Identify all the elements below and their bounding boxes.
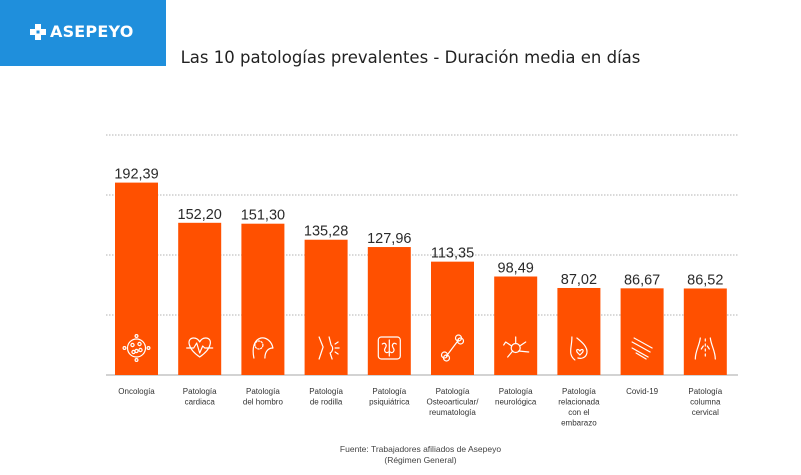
source-line-2: (Régimen General) — [384, 455, 457, 465]
category-label: Patología cardiaca — [183, 387, 217, 407]
data-label: 87,02 — [561, 272, 597, 288]
bar — [683, 288, 727, 375]
data-label: 86,52 — [687, 272, 723, 288]
brand-logo: ASEPEYO — [0, 0, 166, 66]
bar — [431, 261, 474, 375]
data-label: 86,67 — [624, 272, 660, 288]
bar — [304, 239, 348, 375]
category-label: Patología neurológica — [495, 387, 537, 407]
shoulder-icon — [252, 337, 274, 359]
brand-name: ASEPEYO — [50, 22, 134, 41]
data-label: 98,49 — [498, 261, 534, 277]
source-line-1: Fuente: Trabajadores afiliados de Asepey… — [339, 444, 502, 454]
bar — [115, 182, 158, 375]
category-label: Patología Osteoarticular/reumatología — [426, 387, 479, 417]
data-label: 192,39 — [114, 167, 158, 183]
pregnancy-icon — [570, 336, 588, 361]
data-label: 151,30 — [241, 208, 285, 224]
cross-icon — [30, 24, 46, 40]
data-label: 127,96 — [367, 231, 411, 247]
neuron-icon — [503, 336, 530, 358]
bar — [557, 287, 601, 375]
category-label: Patología del hombro — [243, 387, 284, 407]
neck-spine-icon — [694, 337, 716, 360]
heart-pulse-icon — [186, 337, 214, 358]
chart-title: Las 10 patologías prevalentes - Duración… — [180, 48, 641, 67]
category-label: Oncología — [118, 387, 155, 396]
cancer-cell-icon — [122, 334, 151, 363]
category-label: Patología columna cervical — [688, 387, 722, 417]
bar — [241, 223, 285, 375]
source-note: Fuente: Trabajadores afiliados de Asepey… — [0, 444, 801, 466]
bar — [494, 276, 538, 375]
brain-icon — [377, 336, 401, 360]
bone-icon — [440, 334, 465, 362]
data-label: 135,28 — [304, 224, 348, 240]
bar — [178, 222, 222, 375]
knee-icon — [318, 336, 340, 360]
virus-icon — [631, 337, 653, 360]
category-label: Patología relacionada con el embarazo — [558, 387, 600, 428]
category-label: Patología de rodilla — [309, 387, 343, 407]
data-label: 152,20 — [178, 207, 222, 223]
category-label: Patología psiquiátrica — [369, 387, 410, 407]
data-label: 113,35 — [431, 246, 474, 262]
bar — [620, 288, 664, 375]
category-label: Covid-19 — [626, 387, 659, 396]
